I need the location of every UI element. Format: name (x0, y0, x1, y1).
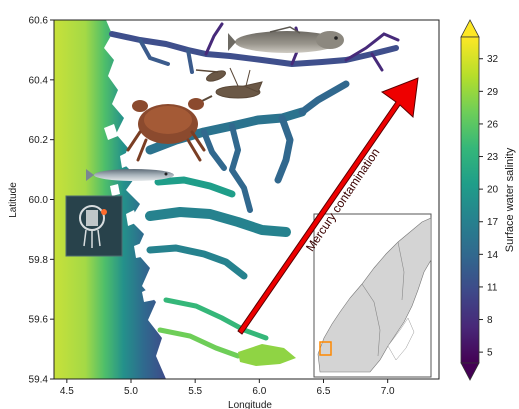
colorbar-body (460, 36, 480, 364)
inset-map (313, 213, 432, 378)
inset-scandinavia (317, 217, 432, 373)
colorbar-tick-label: 8 (487, 315, 493, 326)
x-axis: 4.5 5.0 5.5 6.0 6.5 7.0 (60, 379, 395, 397)
colorbar-top-extension (460, 19, 480, 38)
x-axis-label: Longitude (228, 400, 272, 409)
x-tick-label: 6.0 (252, 386, 266, 397)
y-axis: 60.6 60.4 60.2 60.0 59.8 59.6 59.4 (29, 16, 54, 386)
colorbar-tick-label: 29 (487, 87, 499, 98)
fish-photo-upper (228, 26, 344, 53)
y-tick-label: 60.2 (29, 135, 49, 146)
x-tick-label: 5.5 (188, 386, 202, 397)
sampling-instrument-photo (65, 195, 123, 257)
y-tick-label: 59.4 (29, 375, 49, 386)
colorbar-tick-label: 5 (487, 348, 493, 359)
islands (104, 52, 154, 302)
colorbar-bottom-extension (460, 362, 480, 381)
y-tick-label: 59.6 (29, 315, 49, 326)
x-tick-label: 4.5 (60, 386, 74, 397)
colorbar-tick-label: 20 (487, 185, 499, 196)
colorbar-tick-label: 17 (487, 217, 499, 228)
southern-bay (238, 344, 296, 366)
colorbar-tick-label: 26 (487, 119, 499, 130)
crab-photo (126, 98, 206, 162)
arrow-shape (237, 77, 419, 335)
colorbar-tick-label: 11 (487, 282, 498, 293)
colorbar: 32 29 26 23 20 17 14 11 8 5 Surface water salinit… (460, 19, 516, 381)
x-tick-label: 5.0 (124, 386, 138, 397)
lobster-photo (195, 67, 263, 105)
y-tick-label: 59.8 (29, 255, 49, 266)
colorbar-label: Surface water salinity (504, 147, 516, 252)
y-tick-label: 60.0 (29, 195, 49, 206)
colorbar-tick-label: 14 (487, 250, 499, 261)
study-area-box (319, 341, 332, 356)
colorbar-tick-label: 23 (487, 152, 499, 163)
y-tick-label: 60.6 (29, 16, 49, 27)
colorbar-tick-label: 32 (487, 54, 499, 65)
x-tick-label: 6.5 (317, 386, 331, 397)
herring-photo (86, 169, 174, 181)
x-tick-label: 7.0 (381, 386, 395, 397)
y-axis-label: Latitude (8, 182, 19, 218)
y-tick-label: 60.4 (29, 75, 49, 86)
colorbar-ticks: 32 29 26 23 20 17 14 11 8 5 (479, 54, 499, 359)
